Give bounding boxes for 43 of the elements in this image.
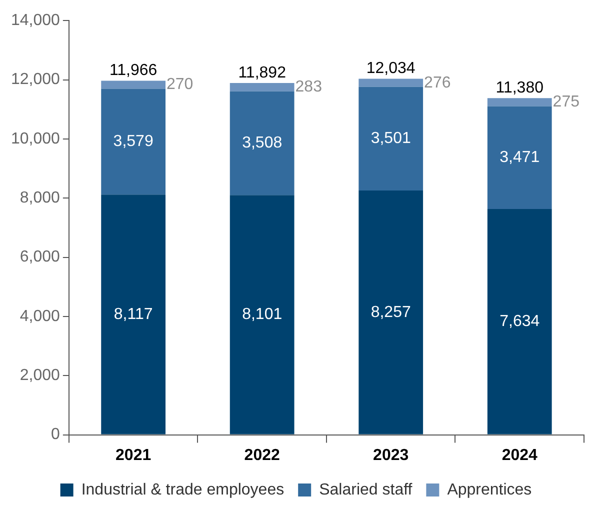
bar xyxy=(230,82,294,92)
bar xyxy=(487,98,552,106)
x-tick-label: 2022 xyxy=(244,446,280,464)
legend-label: Salaried staff xyxy=(319,481,413,498)
data-label: 3,508 xyxy=(242,134,282,152)
y-tick-label: 0 xyxy=(51,426,60,444)
data-label: 275 xyxy=(552,94,580,111)
bar xyxy=(101,194,166,434)
legend-label: Apprentices xyxy=(447,481,532,498)
bar xyxy=(358,86,424,191)
bar xyxy=(101,88,166,195)
bar xyxy=(487,208,552,434)
y-tick-label: 4,000 xyxy=(20,308,60,325)
x-tick-label: 2024 xyxy=(502,446,538,464)
y-tick-label: 6,000 xyxy=(20,248,60,266)
bar xyxy=(358,190,424,434)
data-label: 8,101 xyxy=(242,306,282,324)
data-label: 3,501 xyxy=(370,130,411,148)
y-tick-label: 12,000 xyxy=(11,71,60,88)
y-tick-label: 10,000 xyxy=(11,130,60,148)
bar xyxy=(230,195,294,434)
total-label: 11,380 xyxy=(496,80,544,97)
y-tick-label: 8,000 xyxy=(20,190,60,207)
total-label: 11,892 xyxy=(238,64,286,82)
y-tick-label: 2,000 xyxy=(20,367,60,384)
total-label: 11,966 xyxy=(109,62,158,80)
x-tick-label: 2021 xyxy=(116,446,152,464)
total-label: 12,034 xyxy=(366,60,416,78)
data-label: 270 xyxy=(166,76,194,94)
data-label: 8,257 xyxy=(370,304,411,321)
data-label: 276 xyxy=(424,74,451,92)
data-label: 8,117 xyxy=(114,306,153,323)
bar xyxy=(101,80,166,89)
y-tick-label: 14,000 xyxy=(11,12,60,30)
bar xyxy=(358,78,424,87)
x-tick-label: 2023 xyxy=(373,446,409,464)
data-label: 283 xyxy=(295,78,322,96)
data-label: 3,579 xyxy=(113,133,154,150)
bar xyxy=(230,91,294,196)
legend-label: Industrial & trade employees xyxy=(81,481,284,498)
bar xyxy=(487,106,552,209)
data-label: 3,471 xyxy=(500,149,540,166)
data-label: 7,634 xyxy=(500,313,540,330)
